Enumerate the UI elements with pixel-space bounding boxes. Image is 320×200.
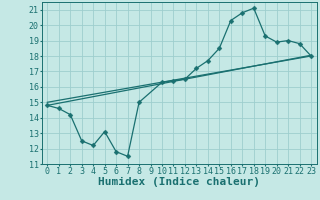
X-axis label: Humidex (Indice chaleur): Humidex (Indice chaleur)	[98, 177, 260, 187]
